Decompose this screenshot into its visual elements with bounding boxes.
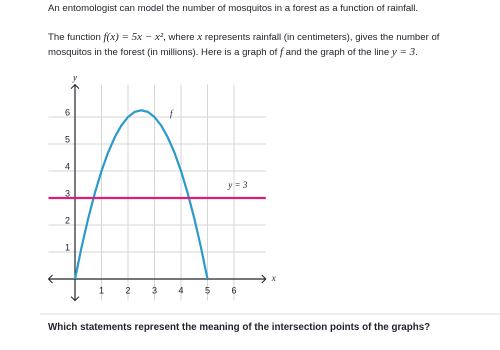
x-tick-label: 5 bbox=[205, 285, 210, 295]
text: . bbox=[415, 47, 418, 58]
math: f bbox=[279, 46, 284, 58]
axis-arrow bbox=[47, 83, 267, 302]
y-axis-label: y bbox=[72, 73, 77, 83]
series-label: f bbox=[170, 108, 174, 118]
x-tick-label: 1 bbox=[99, 285, 104, 295]
text: and the graph of the line bbox=[283, 47, 392, 58]
y-tick-label: 1 bbox=[65, 242, 70, 252]
math: x bbox=[197, 31, 203, 43]
text: represents rainfall (in centimeters), gi… bbox=[48, 32, 440, 58]
y-tick-label: 2 bbox=[65, 215, 70, 225]
intro-text: An entomologist can model the number of … bbox=[48, 2, 478, 16]
question: Which statements represent the meaning o… bbox=[48, 322, 431, 333]
y-tick-label: 5 bbox=[65, 134, 70, 144]
x-tick-label: 3 bbox=[152, 285, 157, 295]
y-tick-label: 3 bbox=[65, 188, 70, 198]
y-tick-label: 6 bbox=[65, 107, 70, 117]
text: , where bbox=[163, 32, 198, 43]
x-tick-label: 2 bbox=[125, 285, 130, 295]
x-axis-label: x bbox=[271, 273, 276, 283]
math: y = 3 bbox=[391, 46, 416, 58]
function-text: The function f(x) = 5x − x², where x rep… bbox=[48, 30, 478, 60]
text: An entomologist can model the number of … bbox=[48, 3, 419, 14]
math: f(x) = 5x − x² bbox=[103, 31, 164, 43]
series-line bbox=[73, 109, 209, 280]
text: The function bbox=[48, 32, 104, 43]
series-label: y = 3 bbox=[227, 180, 248, 190]
x-tick-label: 4 bbox=[178, 285, 183, 295]
x-tick-label: 6 bbox=[231, 285, 236, 295]
y-tick-label: 4 bbox=[65, 161, 70, 171]
